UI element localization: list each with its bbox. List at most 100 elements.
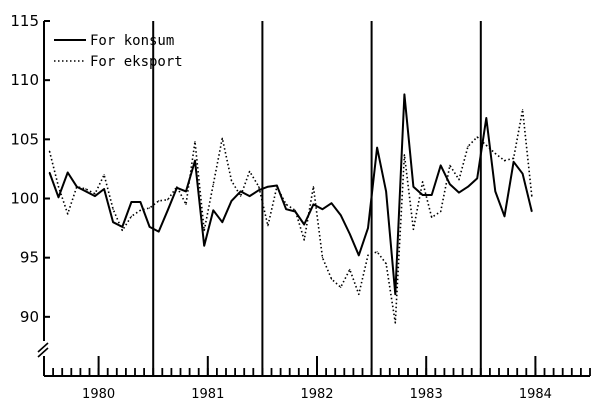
data-point-for-eksport [394,322,396,324]
data-point-for-eksport [476,136,478,138]
data-point-for-konsum [249,195,251,197]
data-point-for-konsum [94,195,96,197]
data-point-for-konsum [376,147,378,149]
data-point-for-eksport [513,157,515,159]
data-point-for-eksport [285,203,287,205]
series-line-for-eksport [48,109,533,324]
data-point-for-eksport [367,254,369,256]
data-point-for-konsum [130,201,132,203]
data-point-for-konsum [476,177,478,179]
data-point-for-eksport [85,188,87,190]
data-point-for-eksport [67,213,69,215]
data-point-for-konsum [194,160,196,162]
data-point-for-eksport [531,195,533,197]
data-point-for-konsum [185,190,187,192]
data-point-for-konsum [431,194,433,196]
data-point-for-eksport [458,179,460,181]
data-point-for-eksport [358,293,360,295]
data-point-for-eksport [494,152,496,155]
data-point-for-eksport [176,186,178,188]
data-point-for-eksport [522,109,524,111]
data-point-for-konsum [485,117,487,119]
data-point-for-konsum [321,208,324,210]
data-point-for-konsum [149,226,151,228]
data-point-for-eksport [258,186,260,188]
data-point-for-eksport [139,209,141,211]
data-point-for-konsum [449,183,451,185]
data-point-for-eksport [194,141,196,143]
data-point-for-konsum [330,202,333,204]
data-point-for-eksport [240,195,242,197]
data-point-for-konsum [312,203,314,205]
data-point-for-eksport [440,210,442,213]
data-point-for-eksport [212,183,214,185]
data-point-for-konsum [531,210,533,213]
data-point-for-konsum [303,223,305,226]
data-point-for-konsum [85,190,87,192]
legend: For konsum For eksport [54,33,183,70]
x-tick-label: 1982 [300,387,333,402]
data-point-for-konsum [48,171,51,174]
data-point-for-eksport [467,145,469,147]
data-point-for-konsum [103,188,105,190]
data-point-for-konsum [267,186,269,188]
data-point-for-konsum [412,186,414,188]
data-point-for-eksport [130,215,132,217]
data-point-for-konsum [167,209,169,211]
x-tick-label: 1981 [191,387,224,402]
x-axis: 1980 1981 1982 1983 1984 [43,356,591,402]
data-point-for-eksport [167,199,169,201]
data-point-for-konsum [358,254,360,256]
data-point-for-eksport [103,174,105,176]
data-point-for-konsum [385,190,387,192]
data-point-for-konsum [503,215,506,217]
data-point-for-eksport [185,203,187,205]
series-line-for-konsum [48,93,533,296]
data-point-for-konsum [513,161,515,163]
data-point-for-konsum [240,190,242,192]
data-point-for-konsum [340,214,342,216]
y-tick-label: 95 [20,249,39,267]
data-point-for-konsum [112,221,114,223]
data-point-for-eksport [158,200,160,202]
data-point-for-konsum [467,186,469,188]
data-point-for-konsum [158,231,160,233]
legend-label-for-eksport: For eksport [90,54,183,70]
x-tick-label: 1980 [82,387,115,402]
data-point-for-eksport [203,229,205,232]
data-point-for-konsum [285,208,287,210]
data-point-for-konsum [57,196,60,198]
y-tick-label: 115 [10,12,39,30]
x-tick-label: 1983 [410,387,443,402]
data-point-for-konsum [121,226,123,228]
data-point-for-eksport [57,186,60,188]
legend-label-for-konsum: For konsum [90,33,174,49]
data-point-for-eksport [349,268,351,271]
data-point-for-konsum [440,164,442,166]
data-point-for-eksport [294,209,296,211]
data-point-for-eksport [230,180,233,182]
data-point-for-eksport [303,239,305,241]
data-point-for-eksport [121,229,123,232]
data-point-for-konsum [203,245,205,247]
data-point-for-eksport [48,150,51,152]
data-point-for-eksport [276,186,278,188]
data-point-for-eksport [312,186,314,188]
data-point-for-eksport [94,193,96,195]
data-point-for-konsum [276,184,278,187]
data-point-for-konsum [230,200,233,202]
data-point-for-eksport [403,154,405,156]
series-lines [48,93,533,324]
data-point-for-eksport [422,181,424,183]
data-point-for-konsum [494,190,496,192]
data-point-for-konsum [67,171,69,174]
y-tick-label: 90 [20,308,39,326]
data-point-for-eksport [149,207,151,209]
data-point-for-eksport [221,137,223,139]
data-point-for-eksport [330,278,333,280]
data-point-for-konsum [403,93,405,95]
data-point-for-konsum [422,194,424,196]
data-point-for-konsum [258,189,260,191]
data-point-for-eksport [503,160,506,162]
data-point-for-konsum [221,221,223,223]
